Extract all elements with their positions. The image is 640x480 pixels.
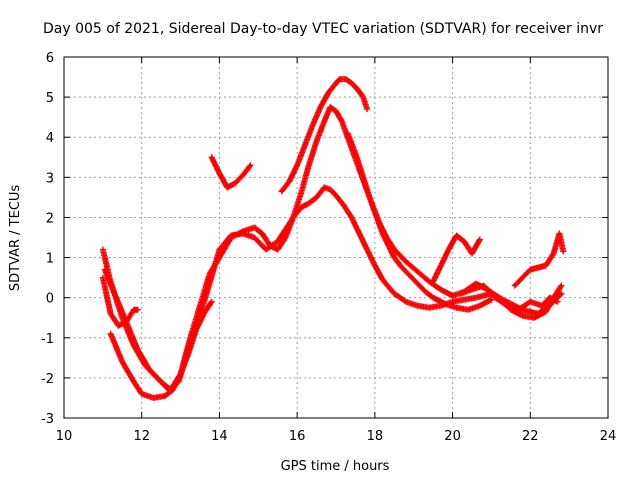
- series-arc-j: [457, 282, 561, 313]
- series-markers: [107, 298, 215, 401]
- series-markers: [208, 154, 254, 191]
- data-markers: [99, 76, 567, 401]
- y-tick-label: -2: [41, 372, 54, 387]
- y-tick-label: -1: [41, 332, 54, 347]
- chart-title: Day 005 of 2021, Sidereal Day-to-day VTE…: [43, 21, 603, 37]
- series-arc-f: [278, 76, 371, 195]
- series-markers: [99, 274, 141, 329]
- x-tick-label: 24: [600, 429, 617, 444]
- y-axis-label: SDTVAR / TECUs: [8, 185, 23, 292]
- series-markers: [457, 282, 561, 313]
- x-tick-label: 14: [211, 429, 228, 444]
- x-tick-label: 16: [289, 429, 306, 444]
- series-arc-d: [99, 274, 141, 329]
- y-tick-label: -3: [41, 412, 54, 427]
- series-markers: [511, 230, 567, 289]
- x-tick-label: 22: [522, 429, 539, 444]
- series-arc-h: [430, 232, 483, 285]
- y-tick-label: 5: [46, 91, 54, 106]
- y-tick-label: 6: [46, 51, 54, 66]
- series-arc-e: [208, 154, 254, 191]
- series-arc-i: [511, 230, 567, 289]
- series-markers: [99, 184, 565, 393]
- y-tick-label: 4: [46, 131, 54, 146]
- series-arc-g: [344, 130, 565, 321]
- y-tick-label: 3: [46, 171, 54, 186]
- x-tick-label: 12: [133, 429, 150, 444]
- y-tick-label: 2: [46, 211, 54, 226]
- plot-frame: [63, 56, 609, 419]
- x-tick-label: 10: [56, 429, 73, 444]
- y-tick-label: 1: [46, 252, 54, 267]
- series-arc-c: [107, 298, 215, 401]
- x-tick-label: 20: [444, 429, 461, 444]
- x-tick-label: 18: [367, 429, 384, 444]
- series-markers: [101, 104, 495, 393]
- x-axis-label: GPS time / hours: [281, 459, 390, 474]
- series-markers: [430, 232, 483, 285]
- series-markers: [344, 130, 565, 321]
- y-tick-label: 0: [46, 292, 54, 307]
- series-markers: [278, 76, 371, 195]
- series-arc-a: [99, 184, 565, 393]
- series-arc-b: [101, 104, 495, 393]
